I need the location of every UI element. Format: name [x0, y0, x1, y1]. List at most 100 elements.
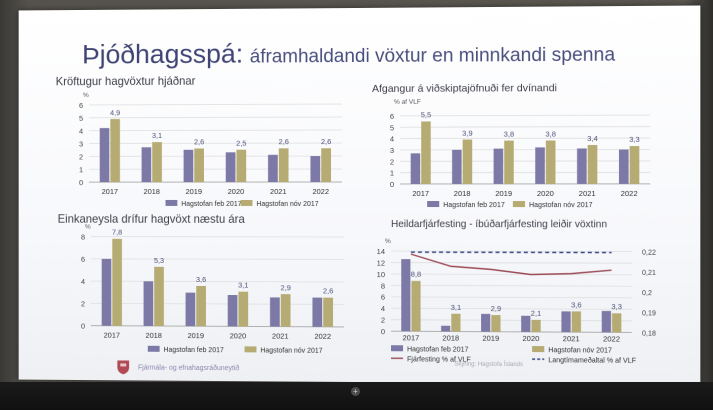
data-label: 5,3	[154, 256, 164, 265]
data-label: 2,1	[531, 309, 542, 318]
legend-swatch	[427, 201, 439, 207]
bar-feb	[535, 147, 545, 184]
slide-title-lead: Þjóðhagsspá:	[82, 39, 243, 70]
x-tick-label: 2018	[144, 187, 160, 196]
legend-label: Hagstofan nóv 2017	[256, 201, 318, 208]
bar-feb	[228, 295, 238, 326]
y-axis-label: %	[83, 92, 89, 99]
chart-panel-private-consumption: Einkaneysla drífur hagvöxt næstu ára% 0 2 4…	[58, 213, 354, 358]
x-tick-label: 2020	[228, 187, 244, 196]
legend-label: Hagstofan feb 2017	[443, 202, 505, 209]
plus-icon[interactable]: +	[351, 387, 360, 396]
y2-tick-label: 0,21	[642, 270, 656, 277]
coat-of-arms-icon	[114, 358, 132, 379]
bar-feb	[184, 150, 194, 182]
bar-feb	[310, 156, 320, 182]
gridline	[391, 285, 632, 286]
legend-swatch	[166, 200, 178, 206]
data-label: 3,1	[238, 281, 248, 290]
legend-swatch	[245, 346, 257, 352]
legend-label: Hagstofan nóv 2017	[529, 202, 593, 209]
data-label: 3,1	[152, 131, 162, 140]
bar-nov	[588, 145, 598, 184]
bar-nov	[236, 150, 246, 182]
bar-feb	[144, 281, 154, 326]
bar-nov	[531, 320, 540, 332]
gridline	[89, 104, 342, 105]
x-tick-label: 2020	[537, 189, 554, 198]
x-tick-label: 2017	[104, 331, 120, 340]
data-label: 2,6	[323, 287, 333, 296]
legend-label: Hagstofan nóv 2017	[548, 347, 612, 354]
legend-swatch	[148, 346, 160, 352]
bar-feb	[602, 311, 611, 332]
gridline	[89, 130, 342, 131]
y-tick-label: 2	[381, 316, 385, 325]
gridline	[91, 259, 344, 260]
bar-nov	[504, 141, 514, 184]
gridline	[391, 263, 632, 264]
slide-title-subtitle: áframhaldandi vöxtur en minnkandi spenna	[250, 44, 615, 67]
bar-nov	[411, 281, 420, 331]
x-tick-label: 2019	[186, 187, 202, 196]
data-label: 2,6	[194, 137, 204, 146]
x-tick-label: 2020	[522, 334, 539, 343]
data-label: 8,8	[411, 270, 421, 279]
x-tick-label: 2018	[146, 331, 162, 340]
bar-feb	[441, 326, 450, 332]
x-tick-label: 2022	[314, 332, 331, 341]
line-investment-share	[411, 254, 612, 275]
gridline	[89, 117, 342, 118]
bar-feb	[452, 150, 462, 184]
gridline	[391, 308, 632, 309]
x-tick-label: 2022	[312, 187, 329, 196]
source-credit: Skýring: Hagstofa Íslands	[454, 362, 523, 368]
ministry-footer-text: Fjármála- og efnahagsráðuneytið	[138, 365, 239, 373]
bar-nov	[546, 141, 556, 184]
gridline	[391, 274, 632, 275]
y-tick-label: 2	[390, 157, 394, 166]
bar-nov	[112, 239, 122, 326]
bar-feb	[561, 311, 570, 332]
presentation-slide: Þjóðhagsspá: áframhaldandi vöxtur en min…	[19, 5, 701, 384]
chart-panel-gdp-growth: Kröftugur hagvöxtur hjáðnar% 0 1 2 3 4 5 6 4,9 3,…	[56, 66, 352, 216]
bar-nov	[451, 314, 460, 332]
y-tick-label: 0	[390, 180, 394, 189]
bar-feb	[268, 155, 278, 182]
bar-nov	[572, 311, 581, 332]
legend-swatch	[513, 201, 525, 207]
gridline	[400, 115, 650, 116]
legend-label: Langtímameðaltal % af VLF	[548, 356, 636, 365]
x-tick-label: 2017	[403, 333, 420, 342]
y-tick-label: 8	[81, 233, 85, 242]
y-tick-label: 3	[79, 140, 83, 149]
bar-nov	[194, 148, 204, 182]
chart-gdp-growth: Kröftugur hagvöxtur hjáðnar% 0 1 2 3 4 5 6 4,9 3,…	[56, 66, 352, 216]
bar-nov	[110, 119, 120, 182]
y-axis-label: %	[385, 238, 391, 245]
y-tick-label: 4	[381, 304, 385, 313]
data-label: 2,6	[278, 137, 288, 146]
x-tick-label: 2021	[272, 332, 289, 341]
data-label: 3,3	[629, 135, 640, 144]
data-label: 2,5	[236, 139, 246, 148]
gridline	[91, 326, 344, 327]
gridline	[91, 281, 344, 282]
y-tick-label: 4	[390, 135, 394, 144]
bar-nov	[491, 315, 500, 332]
legend-label: Hagstofan feb 2017	[407, 346, 468, 353]
chart-current-account: Afgangur á viðskiptajöfnuði fer dvínandi…	[372, 79, 666, 221]
bar-feb	[411, 153, 421, 184]
bar-nov	[154, 267, 164, 326]
legend-label: Hagstofan feb 2017	[181, 201, 241, 208]
data-label: 3,8	[504, 129, 515, 138]
chart-total-investment: Heildarfjárfesting - íbúðarfjárfesting l…	[371, 213, 675, 360]
chart-title: Afgangur á viðskiptajöfnuði fer dvínandi	[372, 82, 557, 95]
y-tick-label: 6	[381, 293, 385, 302]
data-label: 3,4	[587, 134, 598, 143]
gridline	[400, 127, 650, 128]
data-label: 3,8	[545, 129, 556, 138]
data-label: 3,6	[196, 275, 206, 284]
bar-feb	[270, 297, 280, 326]
bar-feb	[102, 259, 112, 326]
